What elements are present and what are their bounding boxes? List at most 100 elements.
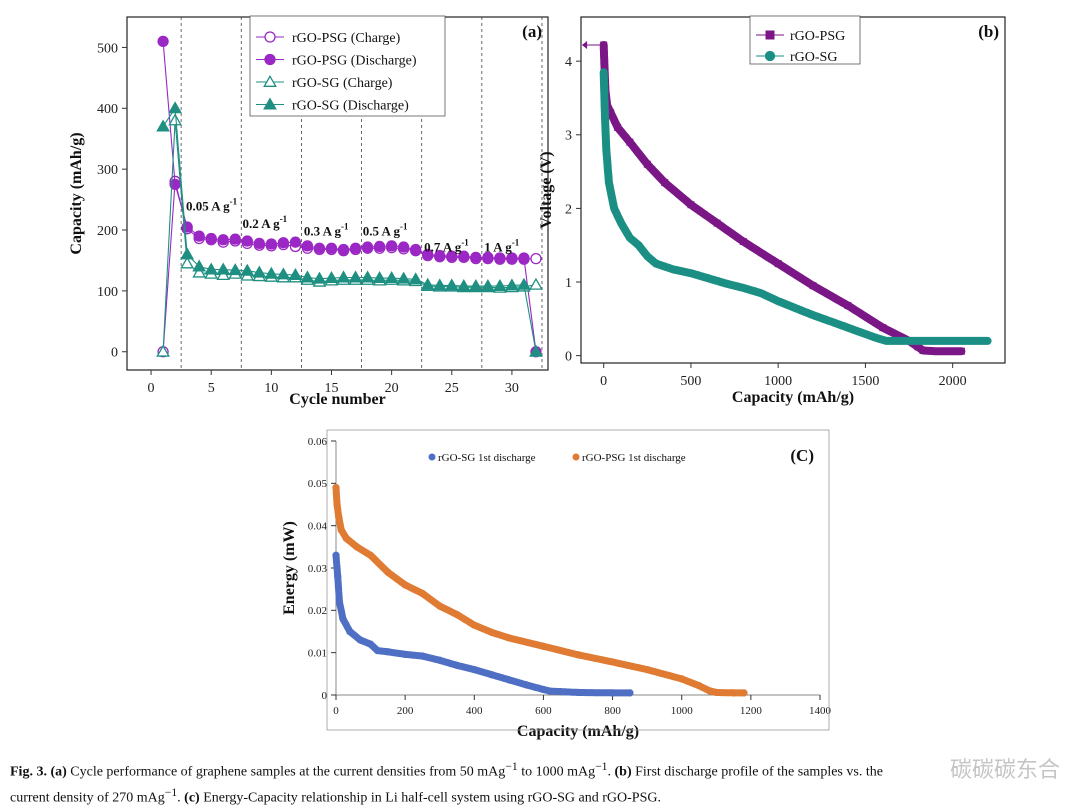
data-point (453, 610, 461, 619)
data-point (482, 251, 494, 264)
data-point (600, 68, 608, 76)
data-point (332, 483, 340, 492)
data-point (337, 526, 345, 534)
data-point (288, 267, 303, 281)
data-point (610, 204, 618, 213)
data-point (384, 271, 399, 284)
data-point (336, 270, 351, 283)
data-point (518, 252, 530, 264)
y-tick-label: 100 (97, 285, 118, 300)
data-point (774, 260, 782, 268)
y-tick-label: 0 (565, 350, 572, 365)
data-point (420, 277, 435, 290)
data-point (301, 240, 314, 252)
data-point (602, 145, 610, 154)
data-point (204, 262, 219, 275)
data-point (493, 278, 507, 291)
x-tick-label: 1000 (671, 705, 694, 717)
data-point (882, 337, 890, 345)
data-point (418, 652, 427, 660)
caption-c-text: Energy-Capacity relationship in Li half-… (199, 790, 661, 806)
caption-line-2: current density of 270 mAg−1. (c) Energy… (10, 783, 1072, 809)
data-point (240, 263, 255, 276)
data-point (530, 252, 542, 265)
legend-marker (428, 453, 436, 461)
x-tick-label: 1000 (764, 374, 792, 389)
rate-label-text: 1 A g (484, 239, 512, 254)
y-tick-label: 3 (565, 129, 572, 144)
data-point (643, 160, 651, 168)
data-point (180, 256, 195, 269)
y-tick-label: 400 (97, 102, 118, 117)
data-point (608, 689, 617, 697)
panel-label: (a) (522, 22, 542, 41)
legend-entry: rGO-SG (Discharge) (292, 99, 409, 114)
rate-label-sup: -1 (230, 197, 238, 207)
y-axis-label: Energy (mW) (281, 521, 298, 615)
data-point (384, 568, 392, 576)
legend-entry: rGO-PSG (790, 29, 845, 44)
data-point (809, 311, 817, 319)
data-point (366, 640, 375, 648)
rate-label-sup: -1 (461, 237, 469, 247)
data-point (192, 259, 207, 272)
data-point (931, 347, 939, 355)
x-tick-label: 0 (600, 374, 607, 389)
panel-label: (b) (978, 22, 999, 41)
data-point (669, 265, 678, 274)
y-tick-label: 200 (97, 224, 118, 239)
caption-line2-start: current density of 270 mAg (10, 790, 165, 806)
data-point (470, 621, 478, 629)
rate-label: 0.2 A g-1 (242, 214, 287, 231)
caption-a-sup2: −1 (595, 760, 608, 773)
data-point (949, 347, 957, 355)
data-point (313, 242, 326, 254)
data-point (241, 235, 253, 247)
legend: rGO-PSG rGO-SG (749, 15, 861, 65)
data-point (870, 333, 878, 341)
data-point (372, 271, 387, 284)
x-tick-label: 10 (264, 381, 278, 396)
series-curve (599, 68, 992, 345)
y-axis-label: Voltage (V) (538, 151, 555, 228)
data-point (705, 687, 714, 695)
data-point (608, 658, 617, 666)
data-point (539, 642, 548, 650)
x-tick-label: 1400 (809, 705, 832, 717)
data-point (444, 278, 459, 291)
y-tick-label: 0.04 (308, 521, 328, 533)
x-tick-label: 0 (333, 705, 339, 717)
x-tick-label: 20 (385, 381, 399, 396)
data-point (157, 35, 169, 47)
x-tick-label: 15 (324, 381, 338, 396)
data-point (228, 263, 243, 276)
x-tick-label: 5 (208, 381, 215, 396)
data-point (217, 234, 229, 246)
series-line (162, 106, 537, 352)
data-point (264, 266, 279, 279)
x-tick-label: 30 (505, 381, 519, 396)
rate-label-sup: -1 (512, 237, 520, 247)
data-point (687, 201, 695, 209)
x-tick-label: 400 (466, 705, 483, 717)
legend-entry: rGO-SG (790, 50, 837, 65)
caption-a-text: Cycle performance of graphene samples at… (66, 764, 506, 780)
y-tick-label: 0.06 (308, 436, 328, 448)
legend-marker (264, 53, 276, 66)
data-point (529, 344, 543, 357)
caption-line2-mid: . (177, 790, 185, 806)
rate-label-text: 0.3 A g (304, 223, 342, 238)
data-point (337, 243, 350, 256)
series-curve (332, 551, 634, 697)
data-point (487, 671, 496, 679)
data-point (434, 249, 446, 262)
data-point (506, 252, 518, 264)
data-point (356, 636, 364, 644)
data-point (333, 500, 341, 509)
data-point (480, 278, 495, 291)
chart-frame (326, 429, 830, 731)
legend-box (249, 15, 446, 117)
caption-fig-label: Fig. 3. (10, 764, 47, 780)
panel-label: (C) (790, 446, 814, 465)
